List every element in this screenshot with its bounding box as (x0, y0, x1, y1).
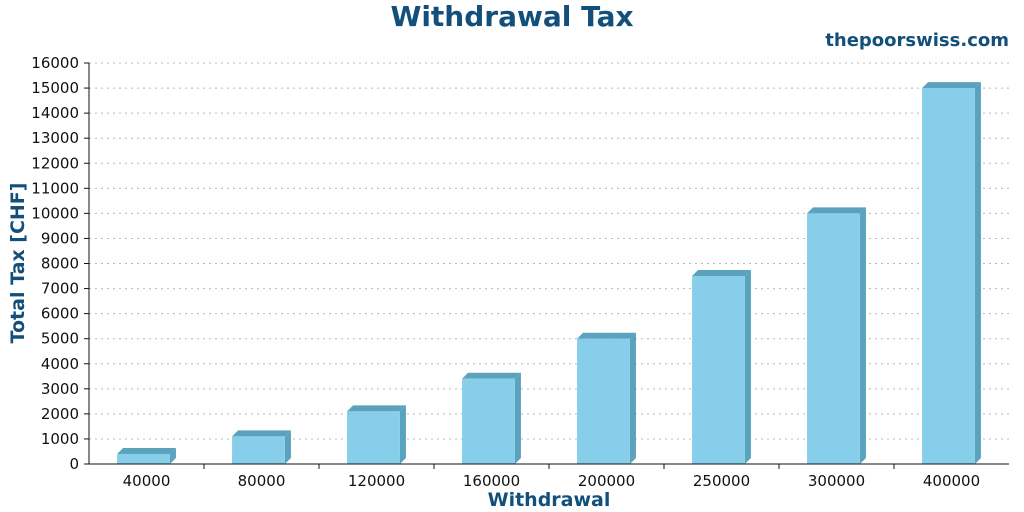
y-tick-label: 16000 (31, 54, 79, 72)
y-tick-label: 2000 (41, 405, 79, 423)
bar-front (692, 276, 745, 464)
bar (922, 82, 981, 464)
bar-top (807, 207, 866, 214)
y-axis-title: Total Tax [CHF] (7, 183, 29, 344)
bar-side (744, 270, 751, 464)
bar (232, 430, 291, 464)
y-tick-label: 0 (69, 455, 79, 473)
bar-front (807, 213, 860, 464)
bar-front (117, 453, 170, 464)
bar-front (347, 411, 400, 464)
x-tick-label: 80000 (238, 472, 286, 490)
y-tick-label: 13000 (31, 129, 79, 147)
x-tick-label: 300000 (808, 472, 865, 490)
bar (807, 207, 866, 464)
bar-top (692, 270, 751, 277)
y-tick-label: 11000 (31, 179, 79, 197)
y-tick-label: 5000 (41, 330, 79, 348)
bar (347, 405, 406, 464)
y-tick-label: 6000 (41, 305, 79, 323)
bar-side (629, 332, 636, 464)
bar (462, 372, 521, 464)
chart-title: Withdrawal Tax (390, 0, 633, 33)
x-tick-label: 250000 (693, 472, 750, 490)
y-tick-label: 10000 (31, 204, 79, 222)
x-tick-label: 200000 (578, 472, 635, 490)
bar-side (514, 372, 521, 464)
y-tick-label: 15000 (31, 79, 79, 97)
bar-side (169, 447, 176, 464)
x-axis-title: Withdrawal (488, 489, 611, 511)
y-tick-label: 7000 (41, 280, 79, 298)
y-tick-label: 12000 (31, 154, 79, 172)
bar-top (117, 447, 176, 454)
bar-top (462, 372, 521, 379)
bar-front (232, 436, 285, 464)
bar-side (974, 82, 981, 464)
bars (117, 82, 981, 464)
bar (117, 447, 176, 464)
x-tick-label: 400000 (923, 472, 980, 490)
x-tick-label: 120000 (348, 472, 405, 490)
bar-front (462, 378, 515, 464)
bar-side (284, 430, 291, 464)
bar-top (922, 82, 981, 89)
y-tick-label: 4000 (41, 355, 79, 373)
bar-side (399, 405, 406, 464)
bar-top (347, 405, 406, 412)
y-tick-labels: 0 1000 2000 3000 4000 5000 6000 7000 8000 9000 100… (31, 54, 89, 473)
x-tick-labels: 40000 80000 120000 160000 200000 250000 300000… (123, 464, 980, 490)
bar-side (859, 207, 866, 464)
bar-top (577, 332, 636, 339)
bar (692, 270, 751, 464)
x-tick-label: 40000 (123, 472, 171, 490)
bar-front (577, 338, 630, 464)
watermark: thepoorswiss.com (825, 30, 1009, 51)
x-tick-label: 160000 (463, 472, 520, 490)
y-tick-label: 8000 (41, 255, 79, 273)
gridlines (89, 62, 1009, 440)
bar (577, 332, 636, 464)
bar-front (922, 88, 975, 464)
y-tick-label: 9000 (41, 229, 79, 247)
bar-top (232, 430, 291, 437)
y-tick-label: 3000 (41, 380, 79, 398)
y-tick-label: 14000 (31, 104, 79, 122)
y-tick-label: 1000 (41, 430, 79, 448)
